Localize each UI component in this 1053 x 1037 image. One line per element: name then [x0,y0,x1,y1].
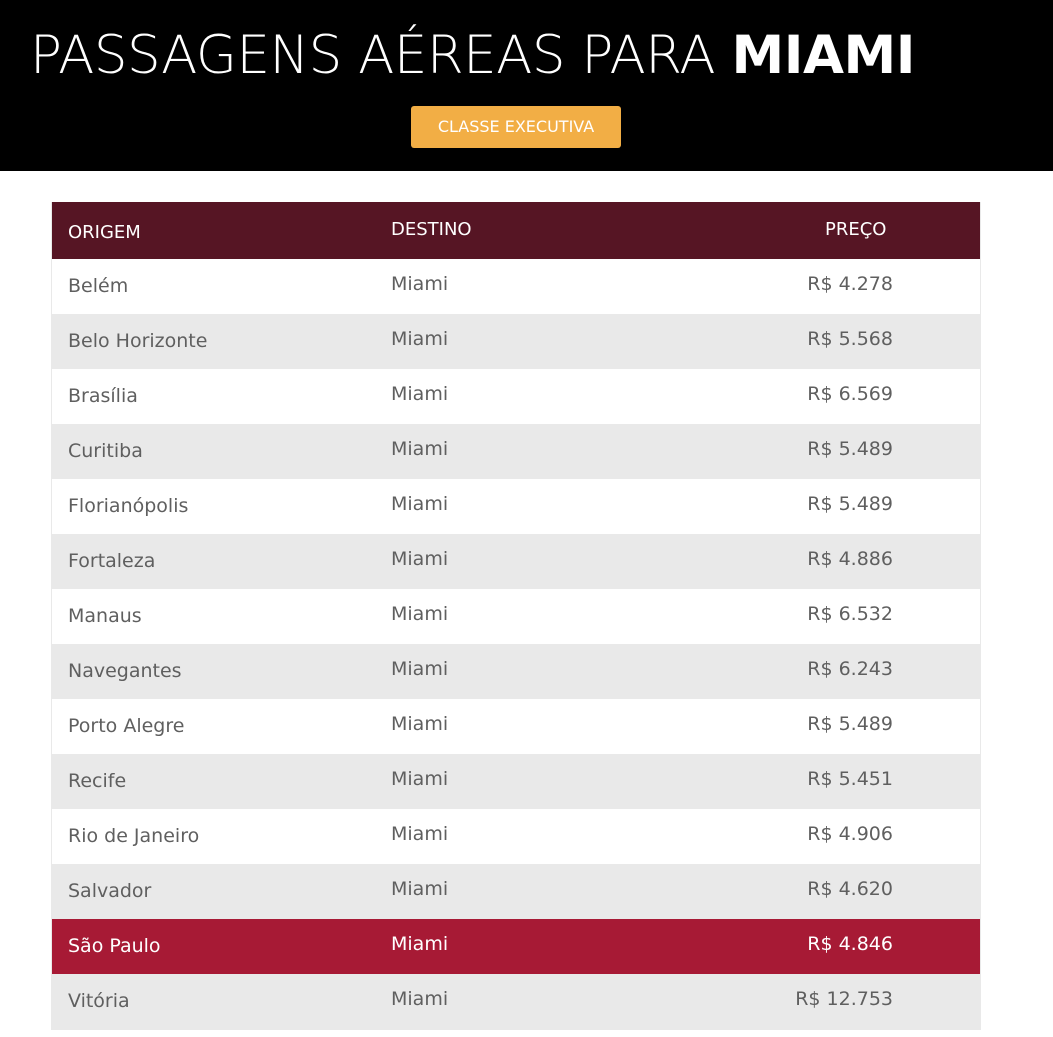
table-row[interactable]: Fortaleza Miami R$ 4.886 [52,534,980,589]
table-row[interactable]: Salvador Miami R$ 4.620 [52,864,980,919]
destination-cell: Miami [391,988,449,1010]
price-cell: R$ 4.620 [807,878,893,900]
price-cell: R$ 5.489 [807,713,893,735]
price-cell: R$ 4.886 [807,548,893,570]
origin-cell: Rio de Janeiro [68,825,200,847]
origin-cell: Brasília [68,385,138,407]
origin-cell: Porto Alegre [68,715,185,737]
destination-cell: Miami [391,383,449,405]
origin-cell: São Paulo [68,935,161,957]
origin-cell: Belém [68,275,129,297]
price-cell: R$ 6.569 [807,383,893,405]
page-header: PASSAGENS AÉREAS PARA MIAMI CLASSE EXECU… [0,0,1053,171]
price-cell: R$ 6.532 [807,603,893,625]
table-row[interactable]: Navegantes Miami R$ 6.243 [52,644,980,699]
destination-cell: Miami [391,438,449,460]
table-row[interactable]: São Paulo Miami R$ 4.846 [52,919,980,974]
table-body: Belém Miami R$ 4.278 Belo Horizonte Miami R$ … [52,259,980,1029]
price-cell: R$ 4.278 [807,273,893,295]
price-cell: R$ 5.489 [807,493,893,515]
column-header-origem[interactable]: ORIGEM [68,222,141,243]
table-row[interactable]: Rio de Janeiro Miami R$ 4.906 [52,809,980,864]
flights-table: ORIGEM DESTINO PREÇO Belém Miami R$ 4.278 B… [51,202,981,1030]
table-row[interactable]: Brasília Miami R$ 6.569 [52,369,980,424]
page-title-light: PASSAGENS AÉREAS PARA [30,25,732,86]
destination-cell: Miami [391,548,449,570]
table-row[interactable]: Belém Miami R$ 4.278 [52,259,980,314]
destination-cell: Miami [391,328,449,350]
table-header: ORIGEM DESTINO PREÇO [52,202,980,259]
destination-cell: Miami [391,603,449,625]
origin-cell: Belo Horizonte [68,330,208,352]
destination-cell: Miami [391,493,449,515]
destination-cell: Miami [391,823,449,845]
destination-cell: Miami [391,768,449,790]
table-row[interactable]: Manaus Miami R$ 6.532 [52,589,980,644]
price-cell: R$ 6.243 [807,658,893,680]
origin-cell: Salvador [68,880,152,902]
classe-executiva-button[interactable]: CLASSE EXECUTIVA [411,106,621,148]
page-title: PASSAGENS AÉREAS PARA MIAMI [30,24,915,88]
page-title-destination: MIAMI [731,25,916,86]
column-header-preco[interactable]: PREÇO [825,219,887,240]
price-cell: R$ 4.906 [807,823,893,845]
table-row[interactable]: Vitória Miami R$ 12.753 [52,974,980,1029]
origin-cell: Curitiba [68,440,143,462]
origin-cell: Florianópolis [68,495,189,517]
table-row[interactable]: Curitiba Miami R$ 5.489 [52,424,980,479]
price-cell: R$ 4.846 [807,933,893,955]
origin-cell: Fortaleza [68,550,156,572]
table-row[interactable]: Recife Miami R$ 5.451 [52,754,980,809]
origin-cell: Manaus [68,605,142,627]
price-cell: R$ 12.753 [795,988,893,1010]
destination-cell: Miami [391,273,449,295]
origin-cell: Navegantes [68,660,182,682]
destination-cell: Miami [391,713,449,735]
price-cell: R$ 5.489 [807,438,893,460]
destination-cell: Miami [391,878,449,900]
origin-cell: Vitória [68,990,130,1012]
price-cell: R$ 5.568 [807,328,893,350]
price-cell: R$ 5.451 [807,768,893,790]
table-row[interactable]: Belo Horizonte Miami R$ 5.568 [52,314,980,369]
column-header-destino[interactable]: DESTINO [391,219,472,240]
destination-cell: Miami [391,933,449,955]
table-row[interactable]: Florianópolis Miami R$ 5.489 [52,479,980,534]
destination-cell: Miami [391,658,449,680]
table-row[interactable]: Porto Alegre Miami R$ 5.489 [52,699,980,754]
origin-cell: Recife [68,770,127,792]
